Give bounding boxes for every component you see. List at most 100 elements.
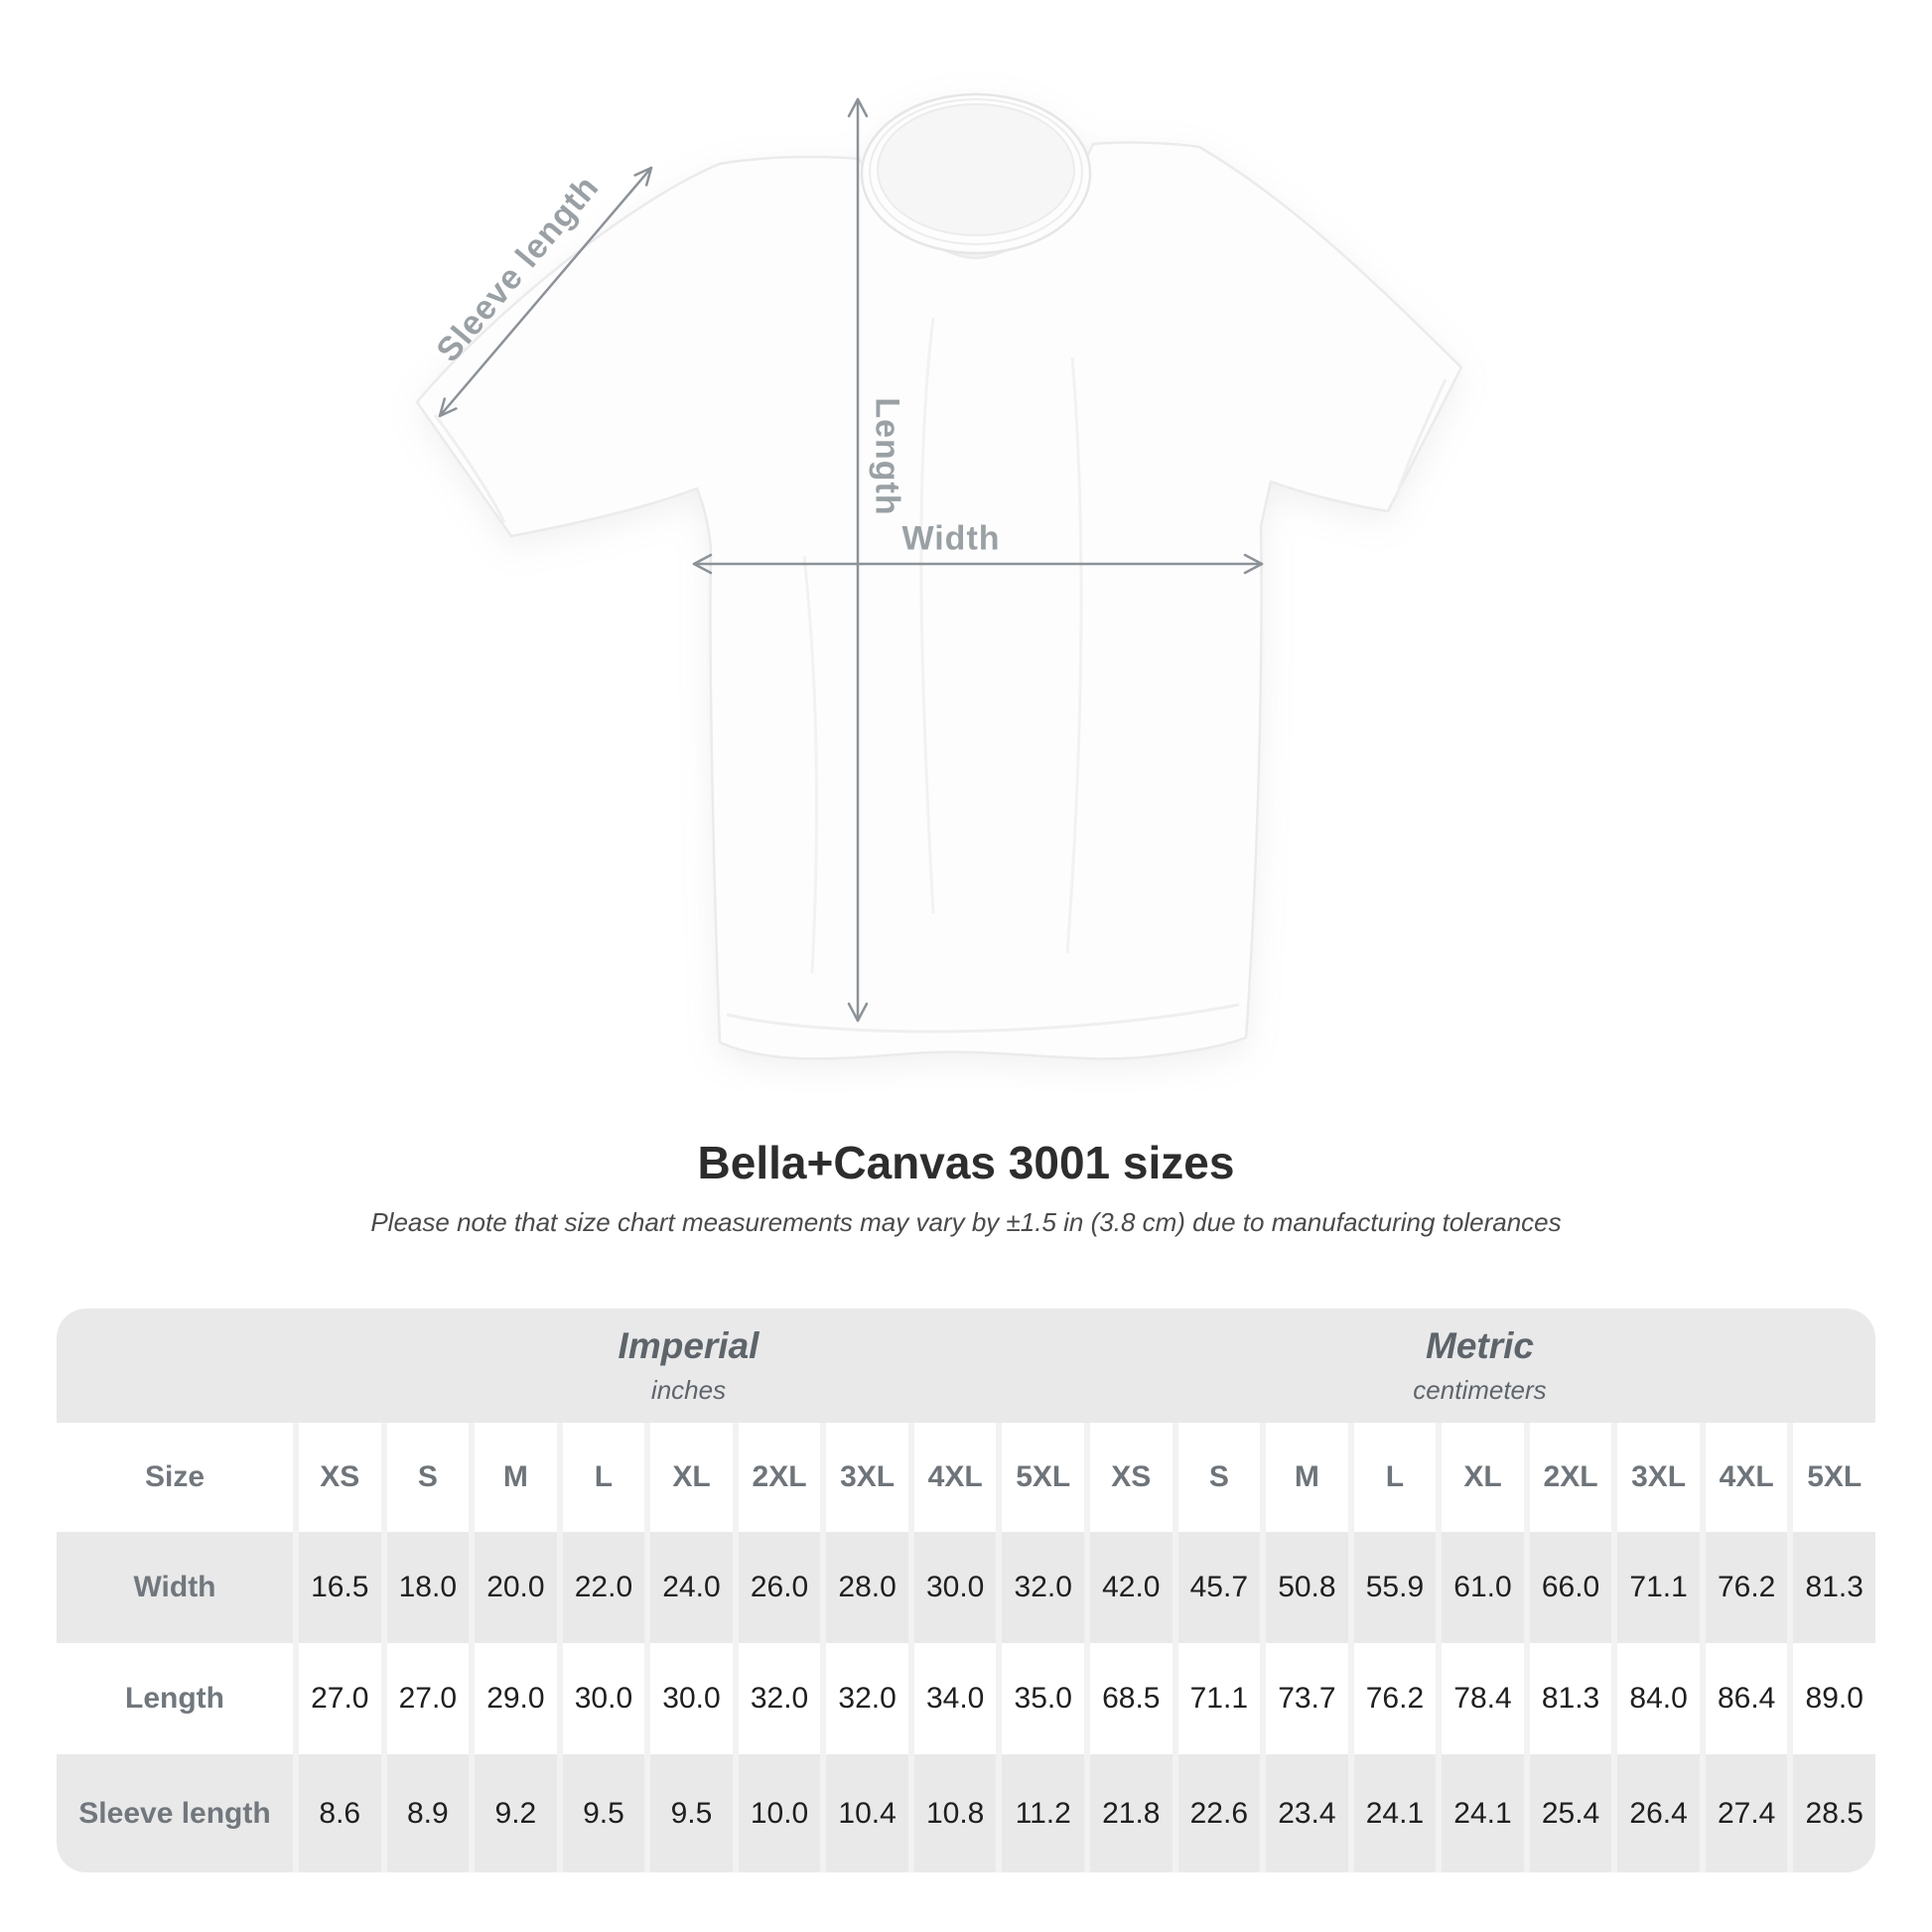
value-cell: 35.0 [996,1643,1084,1754]
right-cuff-stitch [1394,378,1448,499]
value-cell: 10.0 [732,1754,821,1872]
value-cell: 27.0 [380,1643,470,1754]
tshirt-diagram [415,92,1463,1060]
value-cell: 26.4 [1611,1754,1700,1872]
value-cell: 45.7 [1172,1532,1261,1643]
row-label-sleeve-length: Sleeve length [57,1754,293,1872]
tshirt-body [415,141,1463,1060]
value-cell: 9.5 [556,1754,645,1872]
value-cell: 81.3 [1523,1643,1612,1754]
value-cell: 66.0 [1523,1532,1612,1643]
left-cuff-stitch [433,414,506,523]
value-cell: 24.1 [1436,1754,1524,1872]
value-cell: 71.1 [1172,1643,1261,1754]
value-cell: 8.9 [380,1754,470,1872]
value-cell: 9.5 [644,1754,733,1872]
size-header-metric-2xl: 2XL [1523,1423,1612,1532]
value-cell: 89.0 [1787,1643,1875,1754]
width-arrow [692,553,1264,575]
row-label-width: Width [57,1532,293,1643]
value-cell: 73.7 [1260,1643,1348,1754]
value-cell: 29.0 [469,1643,557,1754]
sleeve-length-arrow [438,166,653,418]
length-label: Length [868,397,906,516]
value-cell: 8.6 [293,1754,381,1872]
wrinkle-line [1065,356,1083,954]
size-header-metric-3xl: 3XL [1611,1423,1700,1532]
value-cell: 22.6 [1172,1754,1261,1872]
size-header-imperial-3xl: 3XL [820,1423,908,1532]
value-cell: 86.4 [1699,1643,1788,1754]
value-cell: 32.0 [820,1643,908,1754]
imperial-section-header: Imperial inches [293,1309,1084,1423]
size-header-imperial-s: S [380,1423,470,1532]
metric-section-header: Metric centimeters [1084,1309,1875,1423]
value-cell: 21.8 [1084,1754,1173,1872]
size-header-metric-xs: XS [1084,1423,1173,1532]
value-cell: 22.0 [556,1532,645,1643]
value-cell: 10.8 [907,1754,997,1872]
size-header-metric-s: S [1172,1423,1261,1532]
value-cell: 25.4 [1523,1754,1612,1872]
value-cell: 20.0 [469,1532,557,1643]
size-header-imperial-l: L [556,1423,645,1532]
size-header-imperial-m: M [469,1423,557,1532]
value-cell: 16.5 [293,1532,381,1643]
size-header-metric-l: L [1347,1423,1437,1532]
size-header-metric-m: M [1260,1423,1348,1532]
row-label-length: Length [57,1643,293,1754]
value-cell: 18.0 [380,1532,470,1643]
value-cell: 30.0 [556,1643,645,1754]
page-title: Bella+Canvas 3001 sizes [697,1137,1235,1188]
imperial-unit: inches [650,1375,727,1405]
size-header-imperial-5xl: 5XL [996,1423,1084,1532]
value-cell: 28.5 [1787,1754,1875,1872]
value-cell: 26.0 [732,1532,821,1643]
value-cell: 81.3 [1787,1532,1875,1643]
metric-label: Metric [1426,1325,1534,1366]
value-cell: 76.2 [1699,1532,1788,1643]
size-header-imperial-2xl: 2XL [732,1423,821,1532]
value-cell: 61.0 [1436,1532,1524,1643]
value-cell: 32.0 [732,1643,821,1754]
size-header-imperial-4xl: 4XL [907,1423,997,1532]
size-header-imperial-xs: XS [293,1423,381,1532]
value-cell: 84.0 [1611,1643,1700,1754]
value-cell: 71.1 [1611,1532,1700,1643]
value-cell: 34.0 [907,1643,997,1754]
imperial-label: Imperial [618,1325,759,1366]
value-cell: 68.5 [1084,1643,1173,1754]
wrinkle-line [919,317,935,914]
size-header-metric-4xl: 4XL [1699,1423,1788,1532]
size-table: Imperial inches Metric centimeters Size … [57,1309,1875,1872]
value-cell: 27.4 [1699,1754,1788,1872]
value-cell: 28.0 [820,1532,908,1643]
size-header-imperial-xl: XL [644,1423,733,1532]
value-cell: 55.9 [1347,1532,1437,1643]
width-label: Width [901,519,1001,558]
value-cell: 76.2 [1347,1643,1437,1754]
value-cell: 42.0 [1084,1532,1173,1643]
metric-unit: centimeters [1413,1375,1547,1405]
value-cell: 78.4 [1436,1643,1524,1754]
length-arrow [847,97,869,1023]
size-header-metric-5xl: 5XL [1787,1423,1875,1532]
wrinkle-line [802,555,819,974]
value-cell: 27.0 [293,1643,381,1754]
tolerance-note: Please note that size chart measurements… [370,1207,1562,1237]
tshirt-graphic [415,92,1463,1060]
collar-seam [869,98,1083,245]
hem-stitch-line [726,1003,1240,1034]
value-cell: 30.0 [907,1532,997,1643]
value-cell: 50.8 [1260,1532,1348,1643]
value-cell: 11.2 [996,1754,1084,1872]
value-cell: 9.2 [469,1754,557,1872]
value-cell: 24.0 [644,1532,733,1643]
measurement-arrows [438,97,1264,1023]
size-header-metric-xl: XL [1436,1423,1524,1532]
corner-header-size: Size [57,1423,293,1532]
collar-opening [877,103,1075,236]
value-cell: 30.0 [644,1643,733,1754]
value-cell: 10.4 [820,1754,908,1872]
